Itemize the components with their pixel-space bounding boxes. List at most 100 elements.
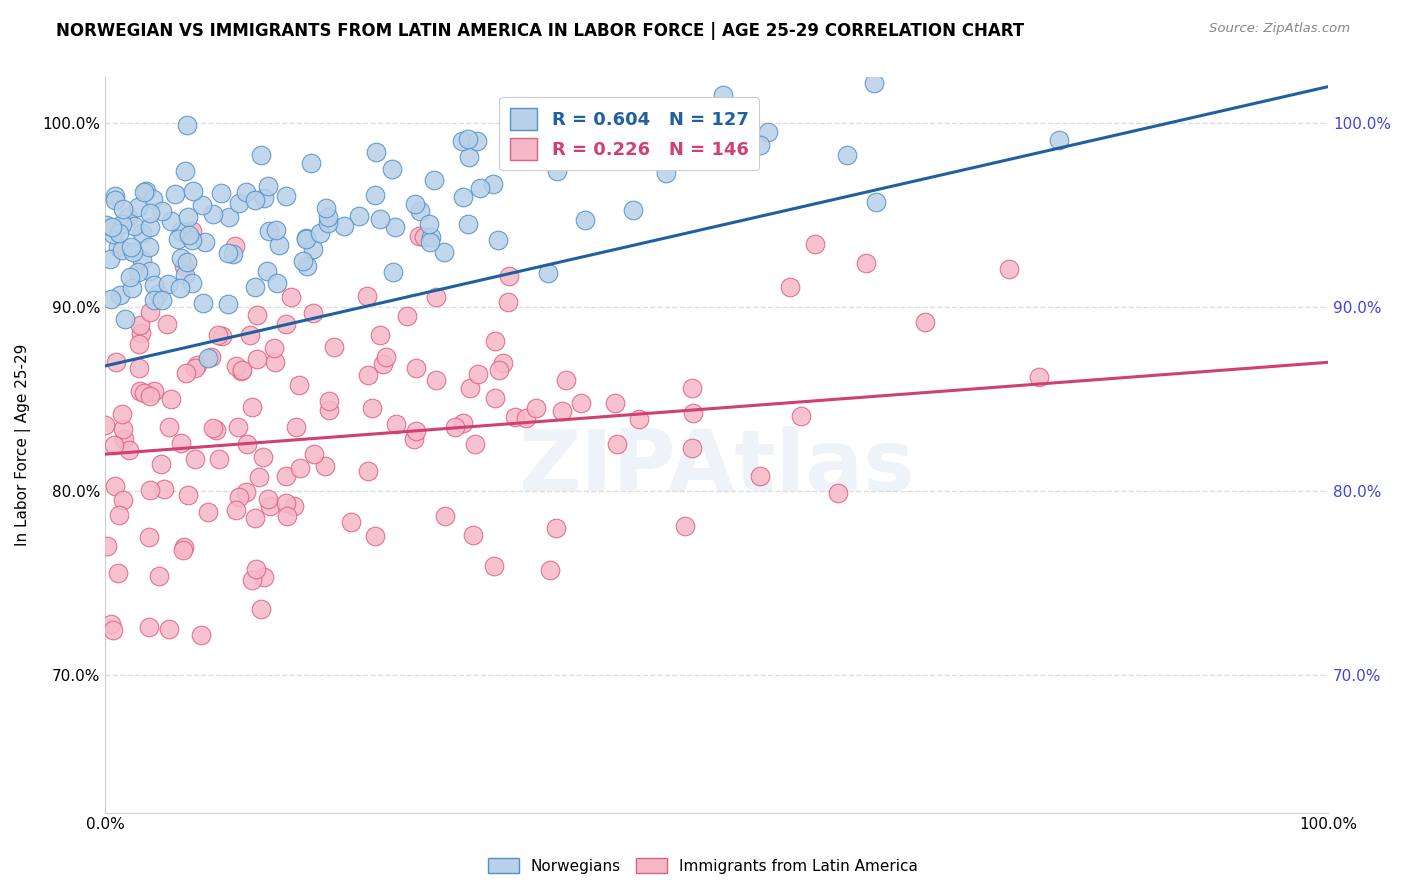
- Point: [128, 361, 150, 376]
- Point: [550, 403, 572, 417]
- Point: [128, 318, 150, 332]
- Point: [425, 290, 447, 304]
- Point: [111, 202, 134, 217]
- Point: [681, 381, 703, 395]
- Point: [112, 422, 135, 436]
- Point: [139, 206, 162, 220]
- Point: [107, 240, 129, 254]
- Point: [381, 265, 404, 279]
- Point: [537, 266, 560, 280]
- Point: [131, 226, 153, 240]
- Point: [356, 288, 378, 302]
- Point: [468, 181, 491, 195]
- Point: [544, 521, 567, 535]
- Point: [239, 328, 262, 343]
- Legend: R = 0.604   N = 127, R = 0.226   N = 146: R = 0.604 N = 127, R = 0.226 N = 146: [499, 97, 759, 170]
- Point: [623, 202, 645, 217]
- Point: [243, 193, 266, 207]
- Point: [176, 255, 198, 269]
- Point: [103, 623, 125, 637]
- Point: [297, 260, 319, 274]
- Point: [863, 76, 886, 90]
- Point: [94, 417, 117, 432]
- Point: [105, 355, 128, 369]
- Point: [274, 317, 297, 331]
- Point: [217, 246, 239, 260]
- Point: [170, 224, 193, 238]
- Point: [246, 352, 269, 367]
- Point: [425, 373, 447, 387]
- Point: [711, 87, 734, 102]
- Point: [865, 195, 887, 210]
- Point: [108, 508, 131, 523]
- Point: [1047, 133, 1070, 147]
- Point: [170, 251, 193, 265]
- Point: [104, 189, 127, 203]
- Point: [465, 134, 488, 148]
- Point: [266, 277, 288, 291]
- Point: [1028, 370, 1050, 384]
- Point: [288, 461, 311, 475]
- Point: [245, 511, 267, 525]
- Point: [524, 401, 547, 415]
- Point: [357, 464, 380, 478]
- Point: [122, 245, 145, 260]
- Y-axis label: In Labor Force | Age 25-29: In Labor Force | Age 25-29: [15, 343, 31, 546]
- Point: [294, 232, 316, 246]
- Point: [211, 328, 233, 343]
- Point: [458, 381, 481, 395]
- Point: [482, 177, 505, 191]
- Point: [169, 281, 191, 295]
- Point: [101, 227, 124, 242]
- Point: [256, 178, 278, 193]
- Point: [108, 288, 131, 302]
- Point: [396, 309, 419, 323]
- Point: [103, 438, 125, 452]
- Point: [228, 195, 250, 210]
- Point: [132, 385, 155, 400]
- Point: [181, 224, 204, 238]
- Point: [492, 356, 515, 370]
- Point: [681, 441, 703, 455]
- Point: [228, 419, 250, 434]
- Point: [381, 162, 404, 177]
- Point: [146, 286, 169, 301]
- Point: [316, 211, 339, 225]
- Point: [138, 263, 160, 277]
- Point: [756, 125, 779, 139]
- Point: [156, 317, 179, 331]
- Point: [347, 209, 370, 223]
- Point: [100, 616, 122, 631]
- Point: [142, 192, 165, 206]
- Point: [276, 508, 298, 523]
- Point: [555, 373, 578, 387]
- Point: [457, 132, 479, 146]
- Point: [503, 409, 526, 424]
- Point: [364, 187, 387, 202]
- Point: [250, 148, 273, 162]
- Point: [208, 451, 231, 466]
- Point: [402, 432, 425, 446]
- Point: [135, 184, 157, 198]
- Point: [177, 488, 200, 502]
- Point: [361, 401, 384, 415]
- Point: [138, 530, 160, 544]
- Point: [405, 425, 427, 439]
- Point: [111, 407, 134, 421]
- Point: [748, 138, 770, 153]
- Point: [205, 423, 228, 437]
- Point: [225, 359, 247, 374]
- Point: [202, 206, 225, 220]
- Point: [364, 145, 387, 159]
- Point: [257, 224, 280, 238]
- Point: [172, 543, 194, 558]
- Point: [139, 483, 162, 498]
- Point: [569, 396, 592, 410]
- Point: [197, 351, 219, 366]
- Point: [264, 223, 287, 237]
- Point: [789, 409, 811, 424]
- Point: [288, 378, 311, 392]
- Point: [253, 191, 276, 205]
- Point: [252, 450, 274, 465]
- Point: [148, 568, 170, 582]
